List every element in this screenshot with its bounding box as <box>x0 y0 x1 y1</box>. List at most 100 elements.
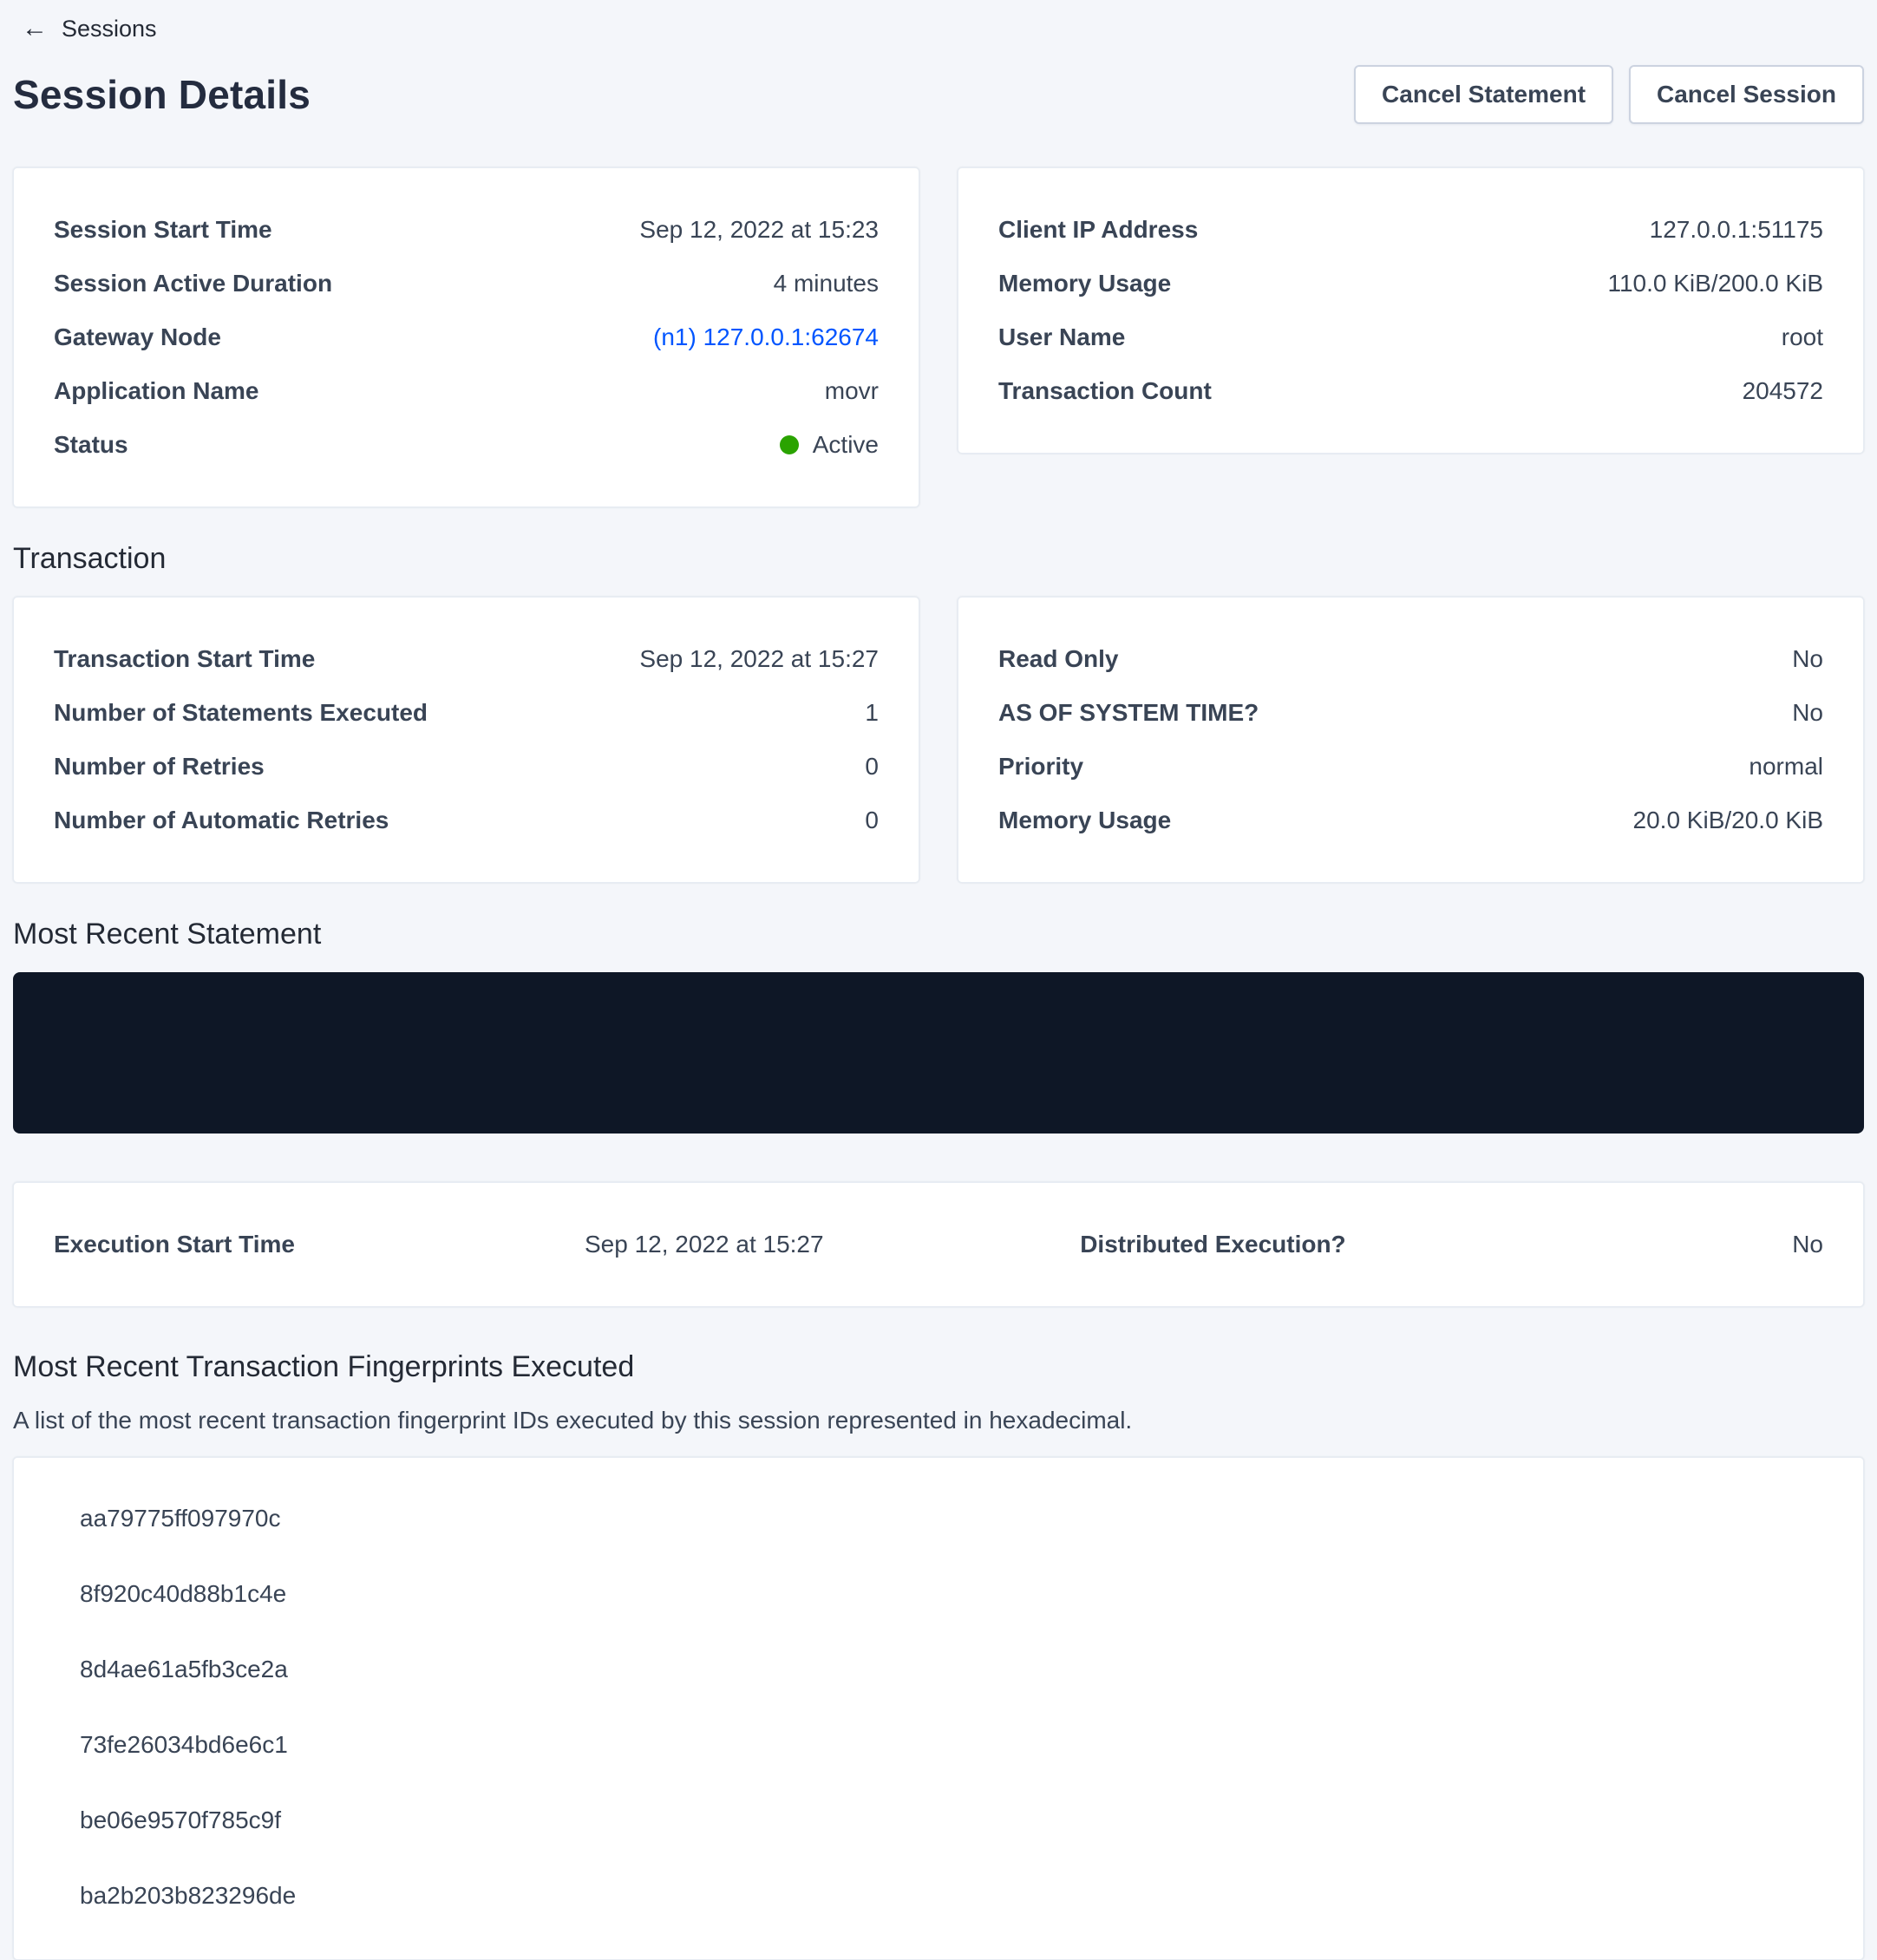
execution-start-time-value: Sep 12, 2022 at 15:27 <box>585 1231 824 1258</box>
detail-label: Number of Automatic Retries <box>54 807 389 833</box>
detail-value: Active <box>812 431 879 458</box>
detail-value-wrap: 0 <box>865 753 879 781</box>
fingerprint-id: 8d4ae61a5fb3ce2a <box>80 1655 288 1682</box>
detail-value-wrap: normal <box>1749 753 1823 781</box>
detail-value-wrap: 4 minutes <box>774 270 879 297</box>
detail-label: Number of Retries <box>54 753 265 780</box>
detail-row: Session Start Time Sep 12, 2022 at 15:23 <box>54 203 879 257</box>
detail-row: Read Only No <box>998 632 1823 686</box>
detail-row: Memory Usage 110.0 KiB/200.0 KiB <box>998 257 1823 310</box>
detail-value: No <box>1792 645 1823 672</box>
detail-value: Sep 12, 2022 at 15:27 <box>639 645 879 672</box>
detail-label: Session Active Duration <box>54 270 333 297</box>
detail-row: Session Active Duration 4 minutes <box>54 257 879 310</box>
execution-start-time-label: Execution Start Time <box>54 1231 296 1258</box>
detail-value-wrap: No <box>1792 645 1823 673</box>
detail-value-wrap: Sep 12, 2022 at 15:23 <box>639 216 879 244</box>
detail-value-wrap: 20.0 KiB/20.0 KiB <box>1633 807 1823 834</box>
detail-value-wrap: root <box>1782 323 1823 351</box>
session-summary-card-left: Session Start Time Sep 12, 2022 at 15:23… <box>13 167 919 507</box>
detail-label: Transaction Start Time <box>54 645 316 672</box>
fingerprint-id: ba2b203b823296de <box>80 1881 297 1909</box>
detail-value: normal <box>1749 753 1823 780</box>
fingerprint-row: ba2b203b823296de <box>80 1858 1823 1933</box>
transaction-section: Transaction Start Time Sep 12, 2022 at 1… <box>13 597 1864 883</box>
detail-value: Sep 12, 2022 at 15:23 <box>639 216 879 243</box>
breadcrumb-back-sessions[interactable]: ← Sessions <box>22 15 157 42</box>
detail-value-wrap: 1 <box>865 699 879 727</box>
detail-label: Read Only <box>998 645 1119 672</box>
detail-value[interactable]: (n1) 127.0.0.1:62674 <box>653 323 879 350</box>
detail-value: No <box>1792 699 1823 726</box>
fingerprint-row: 8d4ae61a5fb3ce2a <box>80 1631 1823 1707</box>
execution-card: Execution Start Time Sep 12, 2022 at 15:… <box>13 1182 1864 1307</box>
detail-label: Memory Usage <box>998 807 1172 833</box>
detail-value: 127.0.0.1:51175 <box>1649 216 1823 243</box>
detail-label: User Name <box>998 323 1126 350</box>
detail-value: root <box>1781 323 1823 350</box>
detail-value-wrap: Sep 12, 2022 at 15:27 <box>639 645 879 673</box>
transaction-card-right: Read Only No AS OF SYSTEM TIME? No Prior… <box>958 597 1864 883</box>
detail-row: Client IP Address 127.0.0.1:51175 <box>998 203 1823 257</box>
detail-value: 4 minutes <box>773 270 879 297</box>
fingerprints-section-heading: Most Recent Transaction Fingerprints Exe… <box>13 1350 635 1383</box>
detail-value-wrap: movr <box>825 377 879 405</box>
fingerprint-id: aa79775ff097970c <box>80 1504 281 1532</box>
detail-value-wrap: Active <box>779 431 879 459</box>
cancel-session-button[interactable]: Cancel Session <box>1629 65 1864 124</box>
transaction-section-heading: Transaction <box>13 542 167 575</box>
detail-value-wrap: 204572 <box>1743 377 1823 405</box>
detail-row: Application Name movr <box>54 364 879 418</box>
detail-row: Number of Statements Executed 1 <box>54 686 879 740</box>
distributed-execution-value: No <box>1792 1231 1823 1258</box>
detail-value: 0 <box>865 753 879 780</box>
sql-statement-box <box>13 972 1864 1134</box>
detail-value-wrap: 127.0.0.1:51175 <box>1650 216 1823 244</box>
detail-row: User Name root <box>998 310 1823 364</box>
detail-row: Memory Usage 20.0 KiB/20.0 KiB <box>998 794 1823 847</box>
title-row: Session Details Cancel Statement Cancel … <box>13 65 1864 124</box>
detail-row: Number of Automatic Retries 0 <box>54 794 879 847</box>
detail-row: Transaction Start Time Sep 12, 2022 at 1… <box>54 632 879 686</box>
detail-value-wrap: (n1) 127.0.0.1:62674 <box>653 323 879 351</box>
detail-label: Transaction Count <box>998 377 1212 404</box>
fingerprint-id: be06e9570f785c9f <box>80 1806 281 1833</box>
detail-label: AS OF SYSTEM TIME? <box>998 699 1259 726</box>
detail-row: Status Active <box>54 418 879 472</box>
cancel-statement-button[interactable]: Cancel Statement <box>1354 65 1614 124</box>
detail-row: Transaction Count 204572 <box>998 364 1823 418</box>
fingerprint-row: be06e9570f785c9f <box>80 1782 1823 1858</box>
detail-label: Number of Statements Executed <box>54 699 428 726</box>
detail-label: Priority <box>998 753 1084 780</box>
detail-value: 20.0 KiB/20.0 KiB <box>1632 807 1823 833</box>
statement-section-heading: Most Recent Statement <box>13 918 322 951</box>
page-actions: Cancel Statement Cancel Session <box>1354 65 1864 124</box>
fingerprint-id: 8f920c40d88b1c4e <box>80 1579 287 1607</box>
status-active-dot-icon <box>779 435 799 454</box>
detail-value-wrap: 0 <box>865 807 879 834</box>
session-summary-section: Session Start Time Sep 12, 2022 at 15:23… <box>13 167 1864 507</box>
fingerprint-row: aa79775ff097970c <box>80 1480 1823 1556</box>
detail-value: 1 <box>865 699 879 726</box>
fingerprints-card: aa79775ff097970c 8f920c40d88b1c4e 8d4ae6… <box>13 1457 1864 1960</box>
transaction-card-left: Transaction Start Time Sep 12, 2022 at 1… <box>13 597 919 883</box>
breadcrumb-label: Sessions <box>62 16 157 42</box>
fingerprint-row: 8f920c40d88b1c4e <box>80 1556 1823 1631</box>
fingerprints-description: A list of the most recent transaction fi… <box>13 1407 1133 1434</box>
page-title: Session Details <box>13 72 311 117</box>
detail-label: Application Name <box>54 377 259 404</box>
detail-row: Number of Retries 0 <box>54 740 879 794</box>
session-summary-card-right: Client IP Address 127.0.0.1:51175 Memory… <box>958 167 1864 454</box>
detail-value-wrap: No <box>1792 699 1823 727</box>
detail-row: Priority normal <box>998 740 1823 794</box>
detail-value: movr <box>824 377 879 404</box>
detail-value: 0 <box>865 807 879 833</box>
detail-label: Client IP Address <box>998 216 1199 243</box>
detail-value: 204572 <box>1742 377 1823 404</box>
detail-label: Status <box>54 431 128 458</box>
detail-label: Memory Usage <box>998 270 1172 297</box>
fingerprint-row: 73fe26034bd6e6c1 <box>80 1707 1823 1782</box>
detail-value: 110.0 KiB/200.0 KiB <box>1607 270 1823 297</box>
detail-row: AS OF SYSTEM TIME? No <box>998 686 1823 740</box>
